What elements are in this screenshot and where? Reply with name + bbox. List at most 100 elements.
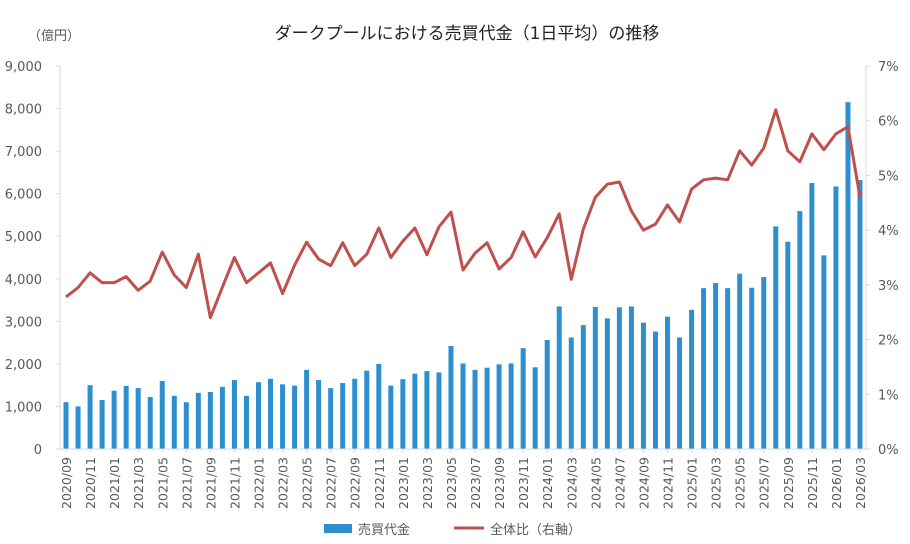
bar xyxy=(604,318,610,449)
bar xyxy=(123,386,129,449)
x-tick-label: 2023/05 xyxy=(444,457,459,509)
bar xyxy=(556,306,562,449)
bar xyxy=(87,385,93,449)
x-tick-label: 2024/07 xyxy=(612,457,627,509)
y-tick-label: 3,000 xyxy=(5,315,42,330)
x-tick-label: 2025/03 xyxy=(709,457,724,509)
x-tick-label: 2025/01 xyxy=(685,457,700,509)
bar xyxy=(640,322,646,449)
bar xyxy=(376,363,382,449)
x-tick-label: 2021/07 xyxy=(179,457,194,509)
x-tick-label: 2024/11 xyxy=(661,457,676,509)
x-tick-label: 2026/03 xyxy=(853,457,868,509)
x-tick-label: 2022/05 xyxy=(300,457,315,509)
y-tick-label: 8,000 xyxy=(5,103,42,118)
bar xyxy=(63,402,69,449)
bar xyxy=(219,386,225,449)
bar xyxy=(460,363,466,449)
bar xyxy=(364,370,370,449)
y-tick-label: 5,000 xyxy=(5,230,42,245)
y-tick-label: 2,000 xyxy=(5,358,42,373)
x-tick-label: 2023/07 xyxy=(468,457,483,509)
bar xyxy=(665,316,671,449)
legend-label-bar: 売買代金 xyxy=(358,522,410,538)
y-axis-label: （億円） xyxy=(28,28,80,44)
bar xyxy=(316,380,322,449)
bar xyxy=(352,378,358,449)
bar xyxy=(725,288,731,449)
legend-label-line: 全体比（右軸） xyxy=(490,522,581,538)
bar xyxy=(400,379,406,449)
y-tick-label: 4,000 xyxy=(5,273,42,288)
legend-swatch-bar xyxy=(324,524,352,533)
y-tick-label: 6,000 xyxy=(5,188,42,203)
bar xyxy=(508,363,514,449)
bar xyxy=(75,406,81,449)
x-tick-label: 2021/09 xyxy=(203,457,218,509)
bar xyxy=(231,380,237,449)
ratio-line xyxy=(65,108,862,320)
legend: 売買代金 全体比（右軸） xyxy=(324,522,581,538)
bar xyxy=(749,287,755,449)
y2-tick-label: 0% xyxy=(878,443,899,458)
x-tick-label: 2022/03 xyxy=(276,457,291,509)
x-tick-label: 2022/09 xyxy=(348,457,363,509)
bar xyxy=(472,369,478,449)
bar xyxy=(135,388,141,449)
bar xyxy=(111,390,117,449)
bar xyxy=(292,385,298,449)
bar xyxy=(761,277,767,449)
x-tick-label: 2021/05 xyxy=(155,457,170,509)
bar xyxy=(677,337,683,449)
bar xyxy=(448,346,454,449)
bar xyxy=(737,273,743,449)
y-tick-label: 7,000 xyxy=(5,145,42,160)
x-tick-label: 2026/01 xyxy=(829,457,844,509)
chart-title: ダークプールにおける売買代金（1日平均）の推移 xyxy=(275,24,660,44)
x-tick-label: 2021/03 xyxy=(131,457,146,509)
y-tick-label: 0 xyxy=(34,443,42,458)
bar xyxy=(857,180,863,449)
x-tick-label: 2022/01 xyxy=(251,457,266,509)
x-tick-label: 2020/11 xyxy=(83,457,98,509)
x-tick-label: 2025/09 xyxy=(781,457,796,509)
bar xyxy=(652,331,658,449)
bar xyxy=(171,395,177,449)
x-tick-label: 2025/11 xyxy=(805,457,820,509)
x-tick-label: 2024/05 xyxy=(588,457,603,509)
x-tick-label: 2021/01 xyxy=(107,457,122,509)
bar xyxy=(436,372,442,449)
bar xyxy=(785,241,791,449)
bar xyxy=(833,186,839,449)
bar xyxy=(412,373,418,449)
bar xyxy=(845,102,851,449)
y-tick-label: 1,000 xyxy=(5,400,42,415)
x-tick-label: 2020/09 xyxy=(59,457,74,509)
x-tick-label: 2023/09 xyxy=(492,457,507,509)
y2-tick-label: 3% xyxy=(878,279,899,294)
bar xyxy=(809,183,815,449)
bar xyxy=(713,283,719,449)
x-tick-label: 2024/01 xyxy=(540,457,555,509)
x-tick-label: 2023/03 xyxy=(420,457,435,509)
bar xyxy=(544,340,550,449)
x-tick-label: 2024/03 xyxy=(564,457,579,509)
x-tick-label: 2022/11 xyxy=(372,457,387,509)
bar xyxy=(340,383,346,449)
bar xyxy=(99,400,105,449)
y2-tick-label: 1% xyxy=(878,388,899,403)
bar xyxy=(568,337,574,449)
bar xyxy=(532,367,538,449)
bar xyxy=(304,369,310,449)
bar xyxy=(580,325,586,449)
bar xyxy=(496,364,502,449)
x-tick-label: 2023/01 xyxy=(396,457,411,509)
bar xyxy=(243,395,249,449)
x-tick-label: 2023/11 xyxy=(516,457,531,509)
bar xyxy=(268,378,274,449)
bar xyxy=(689,309,695,449)
x-tick-label: 2025/07 xyxy=(757,457,772,509)
bar xyxy=(628,306,634,449)
y2-tick-label: 2% xyxy=(878,334,899,349)
